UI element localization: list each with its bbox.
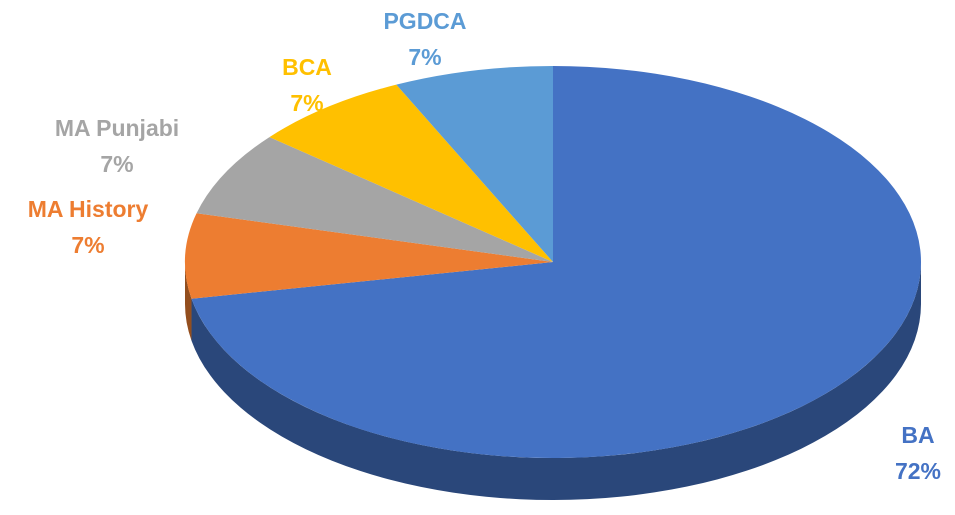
slice-side [185, 262, 192, 341]
data-label-value: 7% [290, 90, 323, 116]
data-label-name: MA History [28, 196, 149, 222]
data-label-name: MA Punjabi [55, 115, 179, 141]
data-label-name: BA [901, 422, 934, 448]
data-label-name: BCA [282, 54, 332, 80]
slice [185, 213, 553, 299]
data-label-name: PGDCA [383, 8, 466, 34]
data-label-value: 7% [100, 151, 133, 177]
slice [396, 66, 553, 262]
data-label-value: 7% [71, 232, 104, 258]
slice [269, 84, 553, 262]
slice [196, 137, 553, 262]
slice [191, 66, 921, 458]
slice-side [191, 262, 922, 501]
data-label-value: 72% [895, 458, 941, 484]
data-label-value: 7% [408, 44, 441, 70]
